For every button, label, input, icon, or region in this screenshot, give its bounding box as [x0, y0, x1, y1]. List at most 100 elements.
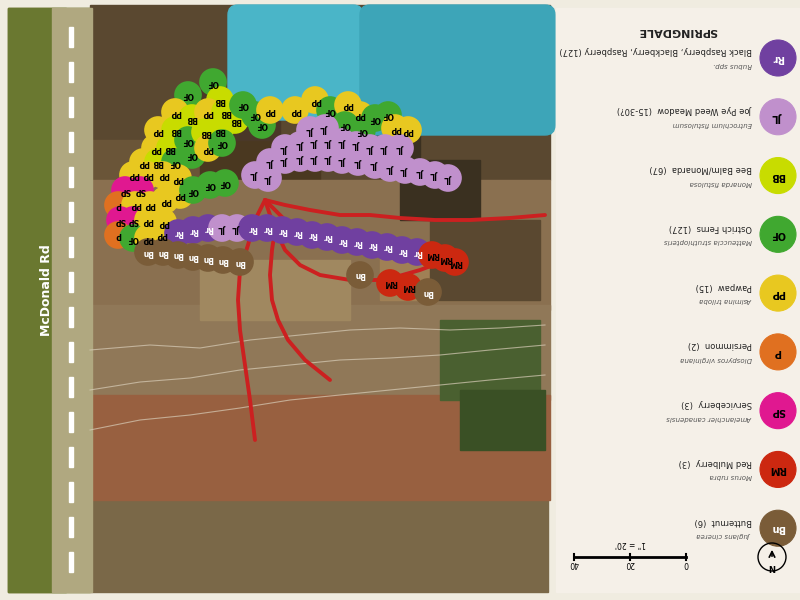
Text: N: N: [769, 562, 775, 571]
Circle shape: [112, 177, 138, 203]
Circle shape: [207, 117, 233, 143]
Text: OF: OF: [204, 181, 216, 190]
Bar: [69, 517, 73, 537]
Circle shape: [315, 145, 341, 171]
Circle shape: [299, 222, 325, 248]
Bar: [90, 395, 550, 500]
Circle shape: [374, 234, 400, 260]
Text: OF: OF: [249, 110, 261, 119]
Text: RM: RM: [383, 278, 397, 287]
Text: Monarda fistulosa: Monarda fistulosa: [690, 179, 752, 185]
Circle shape: [127, 177, 153, 203]
Circle shape: [392, 157, 418, 183]
Text: SP: SP: [127, 215, 138, 224]
Text: Rr: Rr: [292, 227, 302, 236]
Circle shape: [760, 392, 796, 428]
Text: JL: JL: [264, 173, 272, 182]
Text: JL: JL: [431, 170, 439, 179]
Circle shape: [302, 130, 328, 156]
Text: BB: BB: [219, 107, 230, 116]
Text: P: P: [774, 347, 782, 357]
Text: Persimmon  (2): Persimmon (2): [688, 340, 752, 349]
Text: JL: JL: [296, 154, 304, 163]
Bar: [69, 482, 73, 502]
Text: 1" = 20': 1" = 20': [614, 539, 646, 548]
Text: Bn: Bn: [187, 253, 198, 262]
Circle shape: [347, 102, 373, 128]
Circle shape: [120, 162, 146, 188]
Text: PP: PP: [290, 106, 301, 115]
Text: Pawpaw  (15): Pawpaw (15): [696, 281, 752, 290]
Text: Eutrochium fistulosum: Eutrochium fistulosum: [673, 121, 752, 127]
Circle shape: [230, 92, 256, 118]
Circle shape: [195, 215, 221, 241]
Text: Amelanchier canadensis: Amelanchier canadensis: [666, 415, 752, 421]
Text: PP: PP: [310, 95, 321, 104]
Text: Red Mulberry  (3): Red Mulberry (3): [678, 458, 752, 467]
Circle shape: [222, 107, 248, 133]
Text: Rr: Rr: [307, 230, 317, 239]
Text: RM: RM: [438, 253, 452, 263]
Text: BB: BB: [770, 170, 786, 181]
Circle shape: [242, 102, 268, 128]
Circle shape: [239, 215, 265, 241]
Text: JL: JL: [321, 124, 329, 133]
Text: Bn: Bn: [158, 247, 169, 257]
Circle shape: [142, 135, 168, 161]
Bar: [69, 237, 73, 257]
Circle shape: [760, 99, 796, 135]
Circle shape: [179, 142, 205, 168]
Text: OF: OF: [770, 229, 786, 239]
Circle shape: [442, 249, 468, 275]
Text: BB: BB: [214, 95, 226, 104]
Bar: [460, 390, 545, 450]
Text: JL: JL: [324, 154, 332, 163]
Circle shape: [343, 132, 369, 158]
Bar: [69, 27, 73, 47]
Circle shape: [197, 172, 223, 198]
Circle shape: [135, 225, 161, 251]
Circle shape: [157, 135, 183, 161]
Text: JL: JL: [311, 139, 319, 148]
Text: JL: JL: [296, 140, 304, 149]
Text: PP: PP: [152, 125, 164, 134]
Circle shape: [359, 232, 385, 258]
Text: SP: SP: [119, 185, 130, 194]
Circle shape: [137, 192, 163, 218]
Text: JL: JL: [324, 137, 332, 146]
Bar: [69, 342, 73, 362]
Text: PP: PP: [342, 100, 354, 109]
Circle shape: [195, 135, 221, 161]
Circle shape: [395, 274, 421, 300]
Text: Bn: Bn: [142, 247, 154, 257]
Text: OF: OF: [187, 185, 199, 194]
Circle shape: [317, 97, 343, 123]
Circle shape: [345, 149, 371, 175]
Circle shape: [150, 209, 176, 235]
Text: JL: JL: [381, 143, 389, 152]
Text: PP: PP: [170, 107, 181, 116]
Text: Rr: Rr: [277, 226, 287, 235]
Circle shape: [272, 147, 298, 173]
Circle shape: [162, 117, 188, 143]
Bar: [90, 305, 550, 400]
Circle shape: [195, 99, 221, 125]
Bar: [52, 8, 92, 592]
Circle shape: [105, 222, 131, 248]
Text: Ostrich Ferns  (127): Ostrich Ferns (127): [669, 223, 752, 232]
Circle shape: [329, 147, 355, 173]
Bar: [380, 250, 480, 300]
Text: OF: OF: [182, 91, 194, 100]
Text: Rr: Rr: [412, 247, 422, 257]
Circle shape: [120, 207, 146, 233]
Text: RM: RM: [425, 251, 439, 259]
Text: JL: JL: [366, 143, 374, 152]
Circle shape: [207, 87, 233, 113]
Circle shape: [329, 129, 355, 155]
Circle shape: [149, 222, 175, 248]
Circle shape: [130, 149, 156, 175]
Text: Rr: Rr: [382, 242, 392, 251]
Text: BB: BB: [214, 125, 226, 134]
Circle shape: [357, 135, 383, 161]
Circle shape: [165, 242, 191, 268]
